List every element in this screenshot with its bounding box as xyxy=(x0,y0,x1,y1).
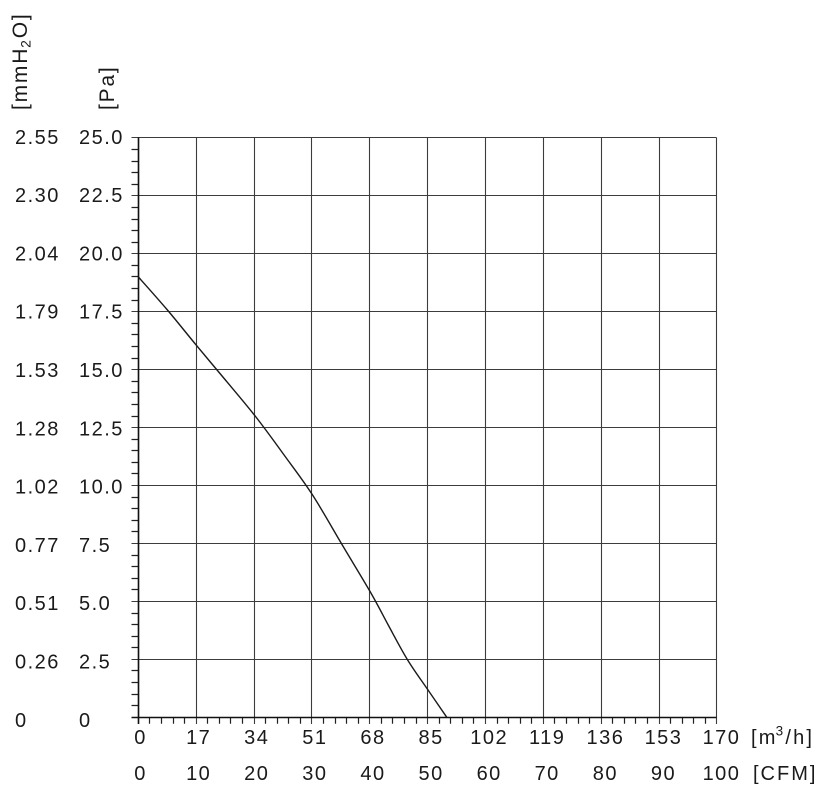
svg-text:70: 70 xyxy=(535,763,560,785)
svg-text:153: 153 xyxy=(645,727,683,749)
svg-text:30: 30 xyxy=(302,763,327,785)
svg-text:34: 34 xyxy=(244,727,269,749)
svg-text:20: 20 xyxy=(244,763,269,785)
svg-text:90: 90 xyxy=(651,763,676,785)
svg-text:1.53: 1.53 xyxy=(15,360,60,382)
svg-text:22.5: 22.5 xyxy=(79,185,124,207)
svg-text:1.79: 1.79 xyxy=(15,302,60,324)
svg-text:[mmH2O]: [mmH2O] xyxy=(9,12,34,110)
svg-text:60: 60 xyxy=(477,763,502,785)
svg-text:0: 0 xyxy=(15,710,28,732)
svg-text:170: 170 xyxy=(703,727,741,749)
svg-text:20.0: 20.0 xyxy=(79,243,124,265)
svg-text:102: 102 xyxy=(470,727,508,749)
svg-text:2.55: 2.55 xyxy=(15,127,60,149)
svg-text:2.5: 2.5 xyxy=(79,652,111,674)
svg-text:1.02: 1.02 xyxy=(15,477,60,499)
svg-text:119: 119 xyxy=(529,727,565,749)
svg-text:0: 0 xyxy=(79,710,92,732)
svg-text:12.5: 12.5 xyxy=(79,418,124,440)
svg-text:136: 136 xyxy=(586,727,624,749)
svg-text:100: 100 xyxy=(703,763,741,785)
svg-text:0.26: 0.26 xyxy=(15,652,60,674)
svg-text:40: 40 xyxy=(360,763,385,785)
svg-text:0: 0 xyxy=(134,727,147,749)
svg-text:17.5: 17.5 xyxy=(79,302,124,324)
svg-text:0: 0 xyxy=(134,763,147,785)
svg-text:1.28: 1.28 xyxy=(15,418,60,440)
svg-text:10: 10 xyxy=(186,763,211,785)
svg-text:5.0: 5.0 xyxy=(79,593,111,615)
svg-text:17: 17 xyxy=(186,727,211,749)
svg-text:[Pa]: [Pa] xyxy=(96,65,119,110)
svg-text:10.0: 10.0 xyxy=(79,477,124,499)
svg-text:[CFM]: [CFM] xyxy=(753,763,817,785)
svg-text:15.0: 15.0 xyxy=(79,360,124,382)
svg-text:0.51: 0.51 xyxy=(15,593,60,615)
svg-text:25.0: 25.0 xyxy=(79,127,124,149)
svg-text:50: 50 xyxy=(418,763,443,785)
svg-text:2.30: 2.30 xyxy=(15,185,60,207)
svg-text:85: 85 xyxy=(418,727,443,749)
svg-text:2.04: 2.04 xyxy=(15,243,60,265)
svg-text:0.77: 0.77 xyxy=(15,535,60,557)
svg-text:68: 68 xyxy=(360,727,385,749)
svg-text:80: 80 xyxy=(593,763,618,785)
svg-text:51: 51 xyxy=(302,727,327,749)
svg-text:7.5: 7.5 xyxy=(79,535,111,557)
